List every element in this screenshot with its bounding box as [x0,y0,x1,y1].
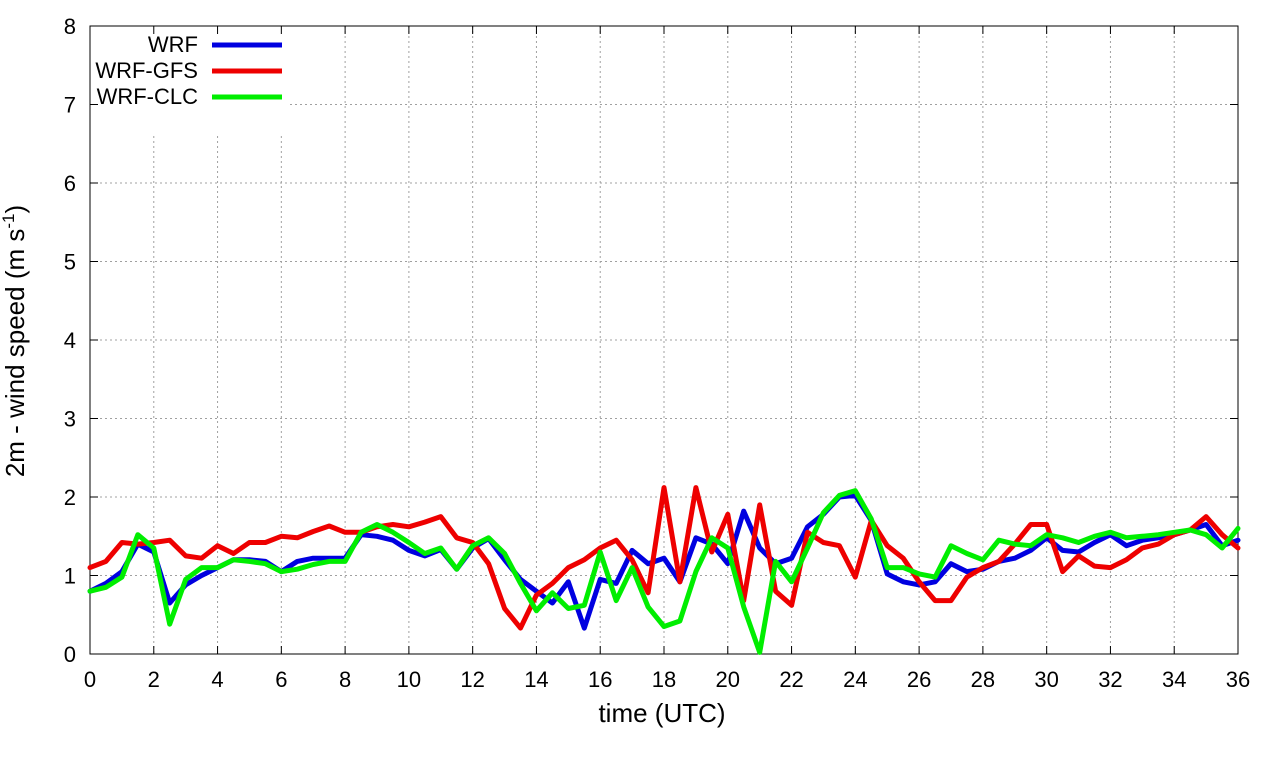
x-tick-label: 30 [1034,667,1058,692]
x-tick-label: 6 [275,667,287,692]
y-tick-label: 2 [64,485,76,510]
x-tick-label: 24 [843,667,867,692]
y-tick-label: 0 [64,642,76,667]
y-tick-label: 7 [64,93,76,118]
x-tick-label: 2 [148,667,160,692]
y-axis-label-superscript: -1 [0,214,18,229]
y-axis-label-main: 2m - wind speed (m s [0,229,30,478]
x-tick-label: 14 [524,667,548,692]
x-tick-label: 4 [211,667,223,692]
x-tick-label: 32 [1098,667,1122,692]
y-axis-label-close: ) [0,205,30,214]
y-tick-label: 3 [64,407,76,432]
y-tick-label: 8 [64,14,76,39]
y-tick-label: 5 [64,250,76,275]
series-lines [87,485,1241,655]
legend-label-wrf-clc: WRF-CLC [97,84,199,109]
y-tick-label: 6 [64,171,76,196]
x-axis-label: time (UTC) [598,698,725,728]
x-tick-label: 8 [339,667,351,692]
x-tick-label: 36 [1226,667,1250,692]
y-axis-label: 2m - wind speed (m s-1) [0,205,30,477]
legend-label-wrf-gfs: WRF-GFS [95,58,198,83]
x-tick-label: 10 [397,667,421,692]
x-tick-label: 22 [779,667,803,692]
x-tick-label: 20 [716,667,740,692]
axis-ticks: 0 2 4 6 8 10 12 14 16 18 20 22 24 26 28 30 32 34 360123456… [64,14,1250,692]
series-line-wrf-clc [87,488,1241,655]
x-tick-label: 28 [971,667,995,692]
y-tick-label: 4 [64,328,76,353]
x-tick-label: 18 [652,667,676,692]
x-tick-label: 0 [84,667,96,692]
x-tick-label: 16 [588,667,612,692]
y-tick-label: 1 [64,564,76,589]
x-tick-label: 34 [1162,667,1186,692]
legend-label-wrf: WRF [148,32,198,57]
x-tick-label: 26 [907,667,931,692]
series-line-wrf-gfs [87,485,1241,631]
x-tick-label: 12 [460,667,484,692]
